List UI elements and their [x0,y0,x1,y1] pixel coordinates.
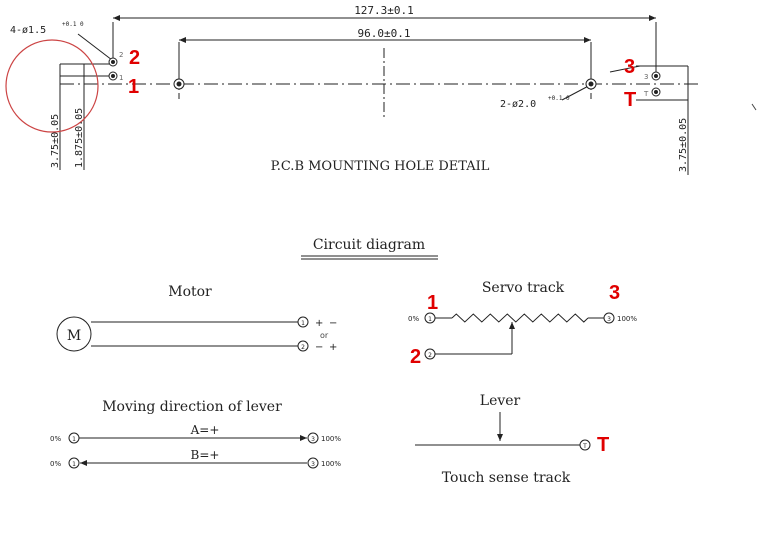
dim-left-b: 1.875±0.05 [74,108,85,168]
mounting-hole-detail [59,15,700,175]
mounting-title: P.C.B MOUNTING HOLE DETAIL [271,159,490,174]
motor-pin-2: 2 [301,344,305,351]
red-annotations-servo: 1 3 2 T [410,282,620,456]
dir-b-100pct: 100% [321,460,341,468]
annot-right-t: T [624,89,636,111]
hole-large-tolerance: +0.1 0 [548,95,570,102]
servo-0pct: 0% [408,315,419,323]
touch-pin: T [582,443,587,450]
dir-a-terminal-3 [307,432,319,444]
annot-touch-t: T [597,434,609,456]
dir-a-pin-1: 1 [72,436,76,443]
hole-pin-t: T [643,90,649,98]
motor-symbol [56,316,92,352]
dir-b-0pct: 0% [50,460,61,468]
dir-b-label: B=+ [191,448,220,462]
red-annotations-top: 2 1 3 T [128,47,636,111]
annot-servo-2: 2 [410,346,421,368]
motor-minus-top: − [329,318,337,329]
hole-pin-2: 2 [119,51,123,59]
annot-right-3: 3 [624,56,635,78]
dir-a-100pct: 100% [321,435,341,443]
circuit-title: Circuit diagram [313,237,425,253]
dim-overall-label: 127.3±0.1 [354,4,414,17]
dir-a-label: A=+ [190,423,220,437]
hole-pin-1: 1 [119,74,123,82]
lever-label: Lever [480,393,521,409]
motor-minus-bottom: − [315,342,323,353]
lever-direction-diagram [68,432,319,469]
motor-plus-top: + [315,318,323,329]
mounting-holes [108,57,661,97]
motor-pin-1: 1 [301,320,305,327]
motor-or: or [320,331,329,340]
touch-sense-diagram [415,412,591,451]
servo-pin-3: 3 [607,316,611,323]
dir-b-pin-3: 3 [311,461,315,468]
dir-a-0pct: 0% [50,435,61,443]
touch-label: Touch sense track [442,470,571,486]
hole-small-tolerance: +0.1 0 [62,21,84,28]
dim-right: 3.75±0.05 [678,118,689,172]
servo-circuit [424,312,615,360]
dir-b-pin-1: 1 [72,461,76,468]
resistor-zigzag [451,313,589,323]
touch-terminal [579,439,591,451]
annot-servo-1: 1 [427,292,438,314]
motor-plus-bottom: + [329,342,337,353]
motor-letter: M [67,328,81,344]
motor-terminal-2 [297,340,309,352]
annot-servo-3: 3 [609,282,620,304]
highlight-circle [5,39,99,133]
dir-b-terminal-3 [307,457,319,469]
dir-a-pin-3: 3 [311,436,315,443]
servo-100pct: 100% [617,315,637,323]
hole-large-label: 2-ø2.0 [500,99,536,110]
servo-pin-1: 1 [428,316,432,323]
dim-left-a: 3.75±0.05 [50,114,61,168]
dim-inner-label: 96.0±0.1 [358,27,411,40]
annot-left-1: 1 [128,76,139,98]
motor-label: Motor [168,284,212,300]
hole-pin-3: 3 [644,73,648,81]
hole-small-label: 4-ø1.5 [10,25,46,36]
motor-circuit [56,316,309,352]
lever-direction-label: Moving direction of lever [102,399,282,415]
servo-pin-2: 2 [428,352,432,359]
dir-b-terminal-1 [68,457,80,469]
annot-left-2: 2 [129,47,140,69]
servo-label: Servo track [482,280,565,296]
motor-terminal-1 [297,316,309,328]
